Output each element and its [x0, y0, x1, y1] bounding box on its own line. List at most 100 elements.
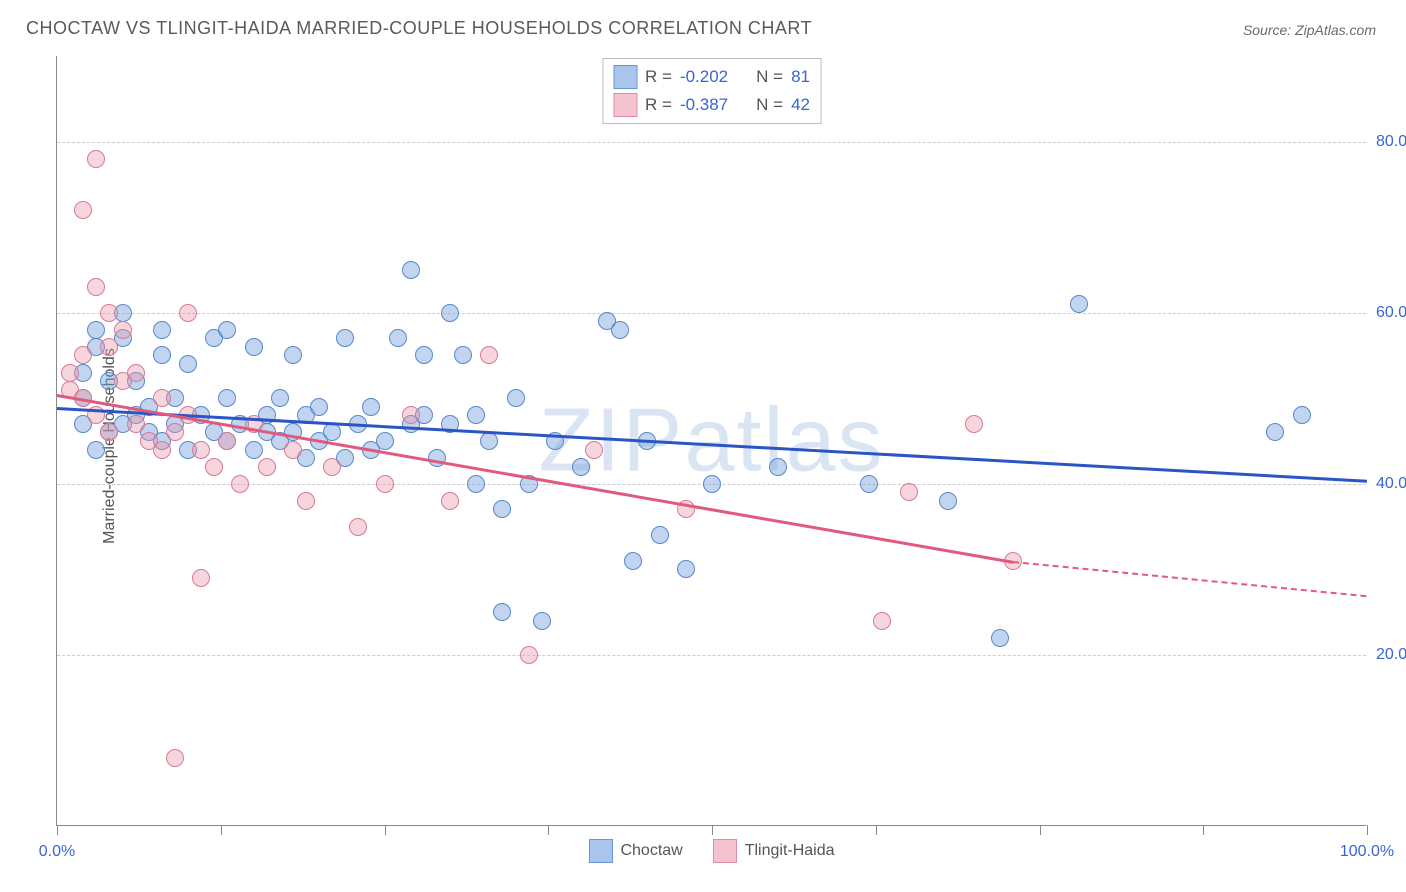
- data-point: [376, 432, 394, 450]
- gridline: [57, 313, 1366, 314]
- r-value: -0.202: [680, 67, 728, 87]
- data-point: [480, 432, 498, 450]
- series-legend-label: Choctaw: [620, 842, 682, 860]
- data-point: [441, 304, 459, 322]
- data-point: [703, 475, 721, 493]
- data-point: [336, 329, 354, 347]
- data-point: [87, 278, 105, 296]
- y-tick-label: 60.0%: [1376, 304, 1406, 322]
- data-point: [100, 423, 118, 441]
- data-point: [166, 749, 184, 767]
- data-point: [114, 321, 132, 339]
- data-point: [441, 492, 459, 510]
- gridline: [57, 142, 1366, 143]
- data-point: [467, 406, 485, 424]
- trend-line: [1013, 561, 1367, 597]
- data-point: [284, 441, 302, 459]
- data-point: [284, 346, 302, 364]
- plot-area: ZIPatlas R = -0.202N = 81R = -0.387N = 4…: [56, 56, 1366, 826]
- data-point: [493, 500, 511, 518]
- source-label: Source:: [1243, 22, 1295, 38]
- data-point: [166, 423, 184, 441]
- chart-title: CHOCTAW VS TLINGIT-HAIDA MARRIED-COUPLE …: [26, 18, 812, 39]
- data-point: [245, 338, 263, 356]
- x-tick-label: 0.0%: [39, 843, 75, 861]
- stats-legend: R = -0.202 N = 81 R = -0.387 N = 42: [602, 58, 821, 124]
- data-point: [218, 389, 236, 407]
- data-point: [493, 603, 511, 621]
- data-point: [323, 458, 341, 476]
- data-point: [611, 321, 629, 339]
- series-legend-item: Choctaw: [588, 839, 682, 863]
- x-tick: [1040, 825, 1041, 835]
- data-point: [153, 441, 171, 459]
- legend-swatch: [588, 839, 612, 863]
- chart-container: CHOCTAW VS TLINGIT-HAIDA MARRIED-COUPLE …: [0, 0, 1406, 892]
- x-tick: [1203, 825, 1204, 835]
- data-point: [624, 552, 642, 570]
- series-legend-label: Tlingit-Haida: [745, 842, 835, 860]
- data-point: [205, 458, 223, 476]
- data-point: [74, 346, 92, 364]
- data-point: [218, 432, 236, 450]
- y-tick-label: 20.0%: [1376, 646, 1406, 664]
- data-point: [402, 261, 420, 279]
- data-point: [323, 423, 341, 441]
- data-point: [677, 560, 695, 578]
- data-point: [467, 475, 485, 493]
- data-point: [87, 150, 105, 168]
- data-point: [362, 398, 380, 416]
- data-point: [651, 526, 669, 544]
- stats-legend-row: R = -0.387 N = 42: [613, 91, 810, 119]
- n-value: 81: [791, 67, 810, 87]
- data-point: [87, 441, 105, 459]
- series-legend: Choctaw Tlingit-Haida: [588, 839, 834, 863]
- data-point: [428, 449, 446, 467]
- data-point: [179, 304, 197, 322]
- data-point: [153, 321, 171, 339]
- data-point: [231, 475, 249, 493]
- data-point: [1070, 295, 1088, 313]
- legend-swatch: [613, 65, 637, 89]
- n-label: N =: [756, 67, 783, 87]
- data-point: [402, 406, 420, 424]
- data-point: [454, 346, 472, 364]
- data-point: [87, 321, 105, 339]
- data-point: [192, 569, 210, 587]
- data-point: [860, 475, 878, 493]
- r-label: R =: [645, 67, 672, 87]
- data-point: [769, 458, 787, 476]
- data-point: [585, 441, 603, 459]
- data-point: [900, 483, 918, 501]
- data-point: [939, 492, 957, 510]
- r-value: -0.387: [680, 95, 728, 115]
- data-point: [991, 629, 1009, 647]
- data-point: [245, 441, 263, 459]
- data-point: [965, 415, 983, 433]
- data-point: [127, 415, 145, 433]
- series-legend-item: Tlingit-Haida: [713, 839, 835, 863]
- n-label: N =: [756, 95, 783, 115]
- x-tick: [1367, 825, 1368, 835]
- gridline: [57, 655, 1366, 656]
- x-tick: [712, 825, 713, 835]
- data-point: [310, 398, 328, 416]
- data-point: [127, 364, 145, 382]
- n-value: 42: [791, 95, 810, 115]
- data-point: [192, 441, 210, 459]
- data-point: [74, 201, 92, 219]
- legend-swatch: [613, 93, 637, 117]
- data-point: [100, 304, 118, 322]
- x-tick: [221, 825, 222, 835]
- data-point: [507, 389, 525, 407]
- r-label: R =: [645, 95, 672, 115]
- x-tick: [57, 825, 58, 835]
- data-point: [1266, 423, 1284, 441]
- data-point: [218, 321, 236, 339]
- data-point: [61, 364, 79, 382]
- source-name: ZipAtlas.com: [1295, 22, 1376, 38]
- data-point: [873, 612, 891, 630]
- data-point: [349, 518, 367, 536]
- data-point: [572, 458, 590, 476]
- data-point: [153, 389, 171, 407]
